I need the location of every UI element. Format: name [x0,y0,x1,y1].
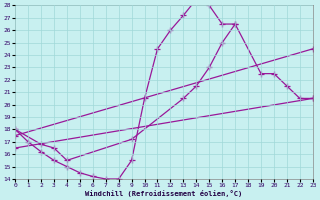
X-axis label: Windchill (Refroidissement éolien,°C): Windchill (Refroidissement éolien,°C) [85,190,243,197]
